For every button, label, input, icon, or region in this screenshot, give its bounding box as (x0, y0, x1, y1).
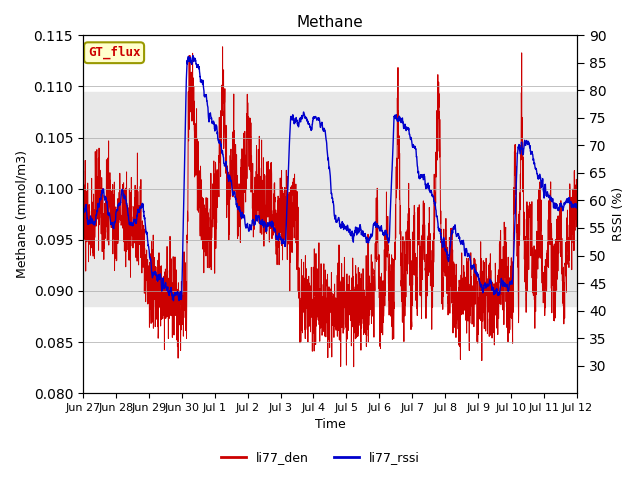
Y-axis label: RSSI (%): RSSI (%) (612, 187, 625, 241)
Bar (83, 92, 577, 306)
Y-axis label: Methane (mmol/m3): Methane (mmol/m3) (15, 150, 28, 278)
Title: Methane: Methane (296, 15, 364, 30)
X-axis label: Time: Time (315, 419, 346, 432)
Legend: li77_den, li77_rssi: li77_den, li77_rssi (216, 446, 424, 469)
Text: GT_flux: GT_flux (88, 46, 140, 60)
